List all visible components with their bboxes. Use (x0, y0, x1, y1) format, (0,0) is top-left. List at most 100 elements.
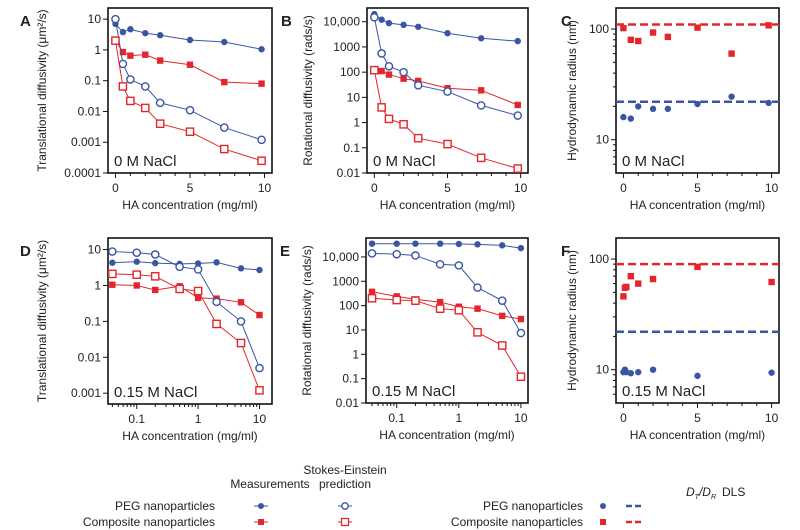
data-point (768, 369, 775, 376)
data-point (256, 311, 263, 319)
data-point (118, 82, 128, 91)
y-tick-label: 10 (596, 363, 610, 377)
data-point (257, 135, 266, 145)
data-point (384, 114, 394, 124)
data-point (108, 269, 117, 279)
legend-measurements: Measurements (230, 477, 309, 491)
data-point (393, 240, 400, 247)
data-point (392, 295, 402, 305)
series-peg-se (108, 247, 264, 373)
data-point (476, 153, 486, 163)
series-line (371, 297, 522, 377)
data-point (237, 299, 245, 306)
data-point (111, 36, 120, 45)
data-point (514, 101, 521, 109)
data-point (694, 24, 701, 31)
data-point (237, 265, 245, 272)
data-point (185, 105, 195, 115)
x-tick-label: 1 (455, 411, 462, 425)
data-point (765, 22, 772, 29)
y-tick-label: 1 (352, 347, 359, 361)
data-point (127, 52, 134, 59)
data-point (186, 36, 194, 44)
y-axis-label: Hydrodynamic radius (nm) (565, 20, 579, 161)
data-point (454, 261, 464, 270)
data-point (175, 262, 184, 272)
data-point (150, 272, 160, 281)
y-tick-label: 0.01 (336, 396, 360, 410)
plot-frame (365, 237, 529, 404)
data-point (255, 363, 264, 373)
x-tick-label: 5 (444, 181, 451, 195)
data-point (443, 139, 452, 149)
panel-letter: B (281, 13, 292, 30)
x-tick-label: 10 (514, 411, 528, 425)
x-tick-label: 10 (765, 411, 779, 425)
series-comp-se (108, 269, 264, 395)
data-point (436, 240, 444, 247)
data-point (150, 250, 160, 259)
data-point (256, 266, 263, 274)
data-point (627, 36, 635, 43)
data-point (109, 281, 116, 288)
data-point (175, 284, 184, 294)
legend-stokes-line2: prediction (319, 477, 371, 491)
series-peg-meas (109, 258, 263, 274)
legend-peg-measured-marker (254, 503, 268, 509)
data-point (111, 14, 120, 24)
x-axis-label: HA concentration (mg/ml) (122, 198, 257, 212)
x-axis-label: HA concentration (mg/ml) (379, 428, 514, 442)
data-point (497, 341, 507, 350)
x-tick-label: 0.1 (388, 411, 405, 425)
series-peg-se (367, 249, 526, 338)
legend-composite-measured-marker (254, 519, 268, 525)
data-point (221, 38, 228, 46)
y-axis-label: Hydrodynamic radius (nm) (565, 250, 579, 391)
data-point (370, 65, 379, 75)
series-line (374, 13, 518, 42)
y-tick-label: 1000 (333, 40, 360, 54)
y-axis-label: Translational diffusivity (μm²/s) (35, 240, 49, 402)
data-point (435, 259, 445, 269)
data-point (132, 248, 142, 257)
data-point (255, 386, 264, 395)
data-point (213, 259, 220, 266)
y-axis-label: Translational diffusivity (μm²/s) (35, 9, 49, 171)
x-tick-label: 5 (187, 181, 194, 195)
data-point (152, 259, 159, 267)
series-peg-meas (371, 10, 521, 45)
data-point (399, 120, 408, 129)
data-point (694, 372, 701, 380)
data-point (378, 16, 385, 23)
data-point (620, 113, 627, 121)
data-point (221, 78, 228, 86)
x-axis-label: HA concentration (mg/ml) (380, 198, 515, 212)
data-point (664, 105, 672, 113)
panel-b: B 10,000 1000 100 10 1 0.1 0.01 0 5 10 HA concentra… (281, 7, 529, 212)
data-point (193, 286, 203, 296)
data-point (412, 240, 419, 247)
y-tick-label: 1000 (332, 274, 359, 288)
x-axis-label: HA concentration (mg/ml) (630, 428, 765, 442)
data-point (219, 144, 229, 154)
data-point (623, 283, 630, 291)
panel-d: D 10 1 0.1 0.01 0.001 0.1 1 10 HA concentration (… (20, 237, 273, 443)
data-point (193, 265, 203, 274)
data-point (155, 98, 165, 108)
series-peg-dtdr (620, 93, 772, 122)
data-point (127, 26, 134, 33)
series-comp-se (111, 36, 266, 166)
data-point (635, 103, 642, 110)
x-axis-label: HA concentration (mg/ml) (630, 198, 765, 212)
salt-annotation: 0.15 M NaCl (622, 383, 705, 400)
series-peg-meas (112, 20, 265, 53)
data-point (473, 283, 482, 292)
x-tick-label: 0 (620, 411, 627, 425)
data-point (413, 81, 423, 90)
data-point (635, 37, 642, 45)
series-line (115, 23, 262, 50)
data-point (649, 105, 657, 113)
y-tick-label: 10 (346, 323, 360, 337)
legend-peg-se-marker (338, 502, 352, 510)
